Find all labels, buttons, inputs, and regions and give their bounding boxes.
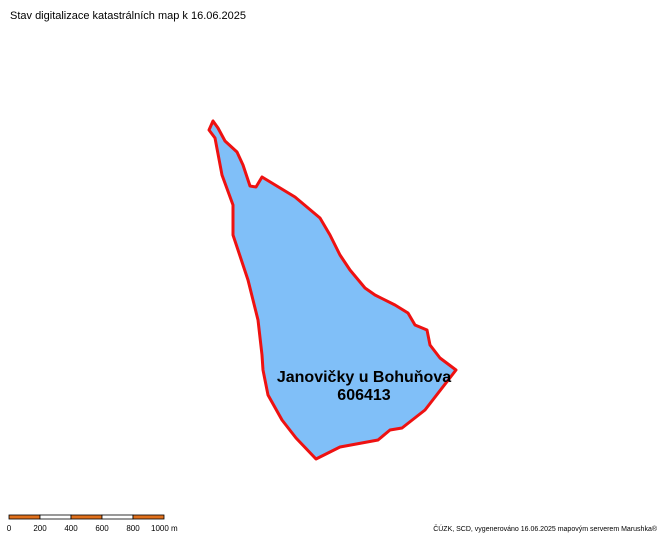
scale-segment [8,514,41,520]
footer-credit: ČÚZK, SCD, vygenerováno 16.06.2025 mapov… [433,524,658,533]
cadastral-area [207,119,458,461]
scale-label: 400 [64,524,78,533]
scale-bar: 0 200 400 600 800 1000 m [7,514,178,533]
map-title: Stav digitalizace katastrálních map k 16… [10,10,246,22]
scale-label: 800 [126,524,140,533]
scale-segment [132,514,165,520]
scale-label: 200 [33,524,47,533]
area-name: Janovičky u Bohuňova [277,369,451,386]
area-code: 606413 [337,387,390,404]
scale-label: 600 [95,524,109,533]
scale-label: 1000 m [151,524,178,533]
scale-segment [101,514,134,520]
scale-segment [39,514,72,520]
scale-label: 0 [7,524,12,533]
scale-segment [70,514,103,520]
